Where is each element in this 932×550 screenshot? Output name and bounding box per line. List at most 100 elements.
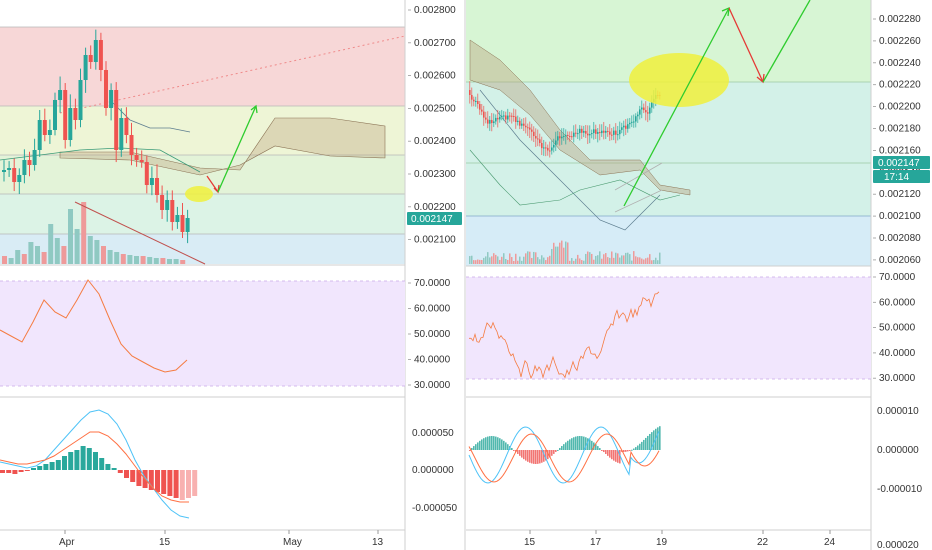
volume-bar [535, 252, 537, 264]
histogram-bar [573, 437, 575, 450]
volume-bar [74, 229, 80, 264]
candle-body [53, 100, 57, 130]
volume-bar [655, 257, 657, 264]
left-macd-pane[interactable]: 0.000050 0.000000 -0.000050 [0, 409, 457, 519]
macd-tick-label: -0.000050 [412, 503, 457, 514]
price-tick-label: 70.0000 [414, 278, 451, 289]
right-rsi-pane[interactable]: 70.0000 60.0000 50.0000 40.0000 30.0000 [466, 272, 916, 384]
candle-body [515, 116, 517, 123]
histogram-bar [597, 446, 599, 450]
volume-bar [607, 257, 609, 264]
histogram-bar [591, 440, 593, 450]
right-last-price-label: 0.002147 [878, 158, 920, 169]
histogram-bar [599, 448, 601, 450]
left-price-axis[interactable]: 0.002800 0.002700 0.002600 0.002500 0.002400… [408, 5, 456, 246]
histogram-bar [186, 470, 191, 498]
volume-bar [497, 256, 499, 264]
histogram-bar [569, 439, 571, 450]
price-tick-label: 60.0000 [879, 297, 916, 308]
volume-bar [499, 259, 501, 264]
volume-bar [631, 260, 633, 264]
histogram-bar [55, 460, 61, 470]
right-projection-arrows [623, 0, 811, 207]
volume-bar [593, 259, 595, 264]
histogram-bar [43, 464, 49, 470]
histogram-bar [469, 450, 471, 451]
volume-bar [471, 255, 473, 264]
candle-body [124, 118, 129, 135]
histogram-bar [607, 450, 609, 456]
candle-body [589, 134, 591, 136]
candle-body [170, 200, 175, 222]
volume-bar [597, 255, 599, 264]
volume-bar [515, 253, 517, 264]
baseline [109, 99, 191, 133]
histogram-bar [521, 450, 523, 458]
right-chart-panel[interactable]: 0.002280 0.002260 0.002240 0.002220 0.002200… [464, 0, 930, 550]
candle-body [561, 136, 563, 139]
histogram-bar [491, 436, 493, 450]
volume-bar [589, 252, 591, 264]
histogram-bar [475, 444, 477, 450]
candle-body [78, 80, 83, 120]
volume-bar [613, 257, 615, 264]
candle-body [573, 132, 575, 137]
volume-bar [571, 258, 573, 264]
histogram-bar [105, 464, 111, 470]
volume-bar [649, 254, 651, 264]
candle-body [555, 140, 557, 145]
candle-body [645, 110, 647, 113]
volume-bar [479, 259, 481, 264]
candle-body [509, 115, 511, 117]
histogram-bar [493, 436, 495, 450]
candle-body [487, 119, 489, 124]
left-time-axis[interactable]: Apr 15 May 13 [59, 530, 384, 548]
histogram-bar [529, 450, 531, 463]
candle-body [531, 129, 533, 132]
candle-body [613, 130, 615, 135]
histogram-bar [497, 437, 499, 450]
candle-body [617, 134, 619, 136]
left-volume-trendline [74, 201, 206, 265]
histogram-bar [539, 450, 541, 464]
volume-bar [639, 257, 641, 264]
candle-body [491, 119, 493, 124]
histogram-bar [557, 449, 559, 451]
histogram-bar [18, 470, 24, 472]
histogram-bar [595, 444, 597, 450]
left-chart-panel[interactable]: 0.002800 0.002700 0.002600 0.002500 0.002400… [0, 0, 462, 550]
volume-bar [627, 252, 629, 264]
histogram-bar [527, 450, 529, 462]
cloud-fill [469, 39, 691, 196]
volume-bar [87, 236, 93, 264]
right-price-axis[interactable]: 0.002280 0.002260 0.002240 0.002220 0.002200… [873, 14, 921, 266]
right-rsi-line [469, 291, 660, 380]
candle-body [139, 160, 144, 162]
volume-bar [54, 238, 60, 264]
histogram-bar [581, 436, 583, 450]
left-rsi-pane[interactable]: 70.0000 60.0000 50.0000 40.0000 30.0000 [0, 278, 451, 391]
volume-bar [134, 256, 139, 264]
right-ichimoku-cloud [469, 39, 691, 231]
volume-bar [525, 253, 527, 264]
price-tick-label: 70.0000 [879, 272, 916, 283]
histogram-bar [0, 470, 5, 473]
candle-body [579, 128, 581, 134]
time-tick-label: 17 [590, 537, 602, 548]
candle-body [134, 155, 139, 160]
right-macd-pane[interactable]: 0.000010 0.000000 -0.000010 0.000020 [468, 406, 922, 550]
volume-bar [120, 254, 126, 264]
time-tick-label: 15 [159, 537, 171, 548]
candle-body [607, 130, 609, 132]
candle-body [637, 114, 639, 117]
right-time-axis[interactable]: 15 17 19 22 24 [524, 530, 836, 548]
volume-bar [167, 259, 172, 264]
price-tick-label: 0.002600 [414, 71, 456, 82]
candle-body [12, 168, 17, 182]
candle-body [593, 129, 595, 134]
histogram-bar [68, 452, 74, 470]
histogram-bar [479, 440, 481, 450]
volume-bar [565, 241, 567, 264]
volume-bar [553, 242, 555, 264]
